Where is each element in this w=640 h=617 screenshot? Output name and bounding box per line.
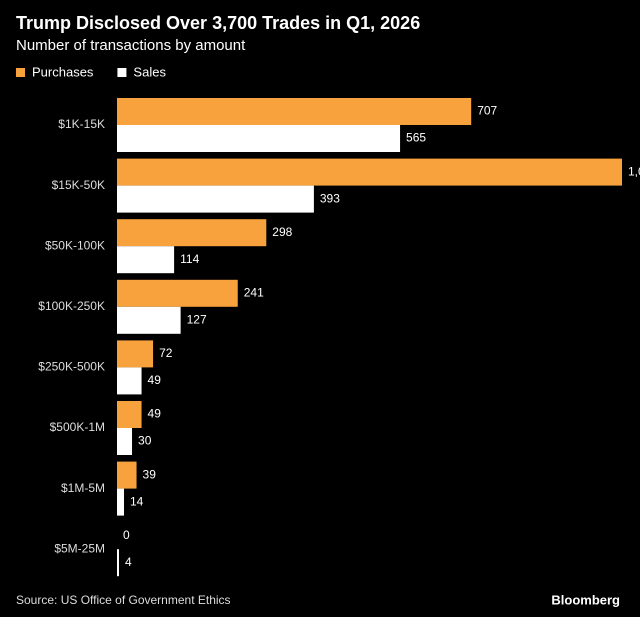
value-label: 298 [272,225,292,239]
bar [117,98,472,125]
value-label: 114 [180,252,199,266]
bar [117,428,133,455]
value-label: 72 [159,346,173,360]
source: Source: US Office of Government Ethics [16,593,231,607]
value-label: 39 [143,467,157,481]
bar [117,219,267,247]
value-label: 241 [244,285,264,299]
bar [117,158,622,186]
bar [117,125,401,152]
value-label: 49 [148,373,162,387]
y-tick-label: $1M-5M [61,481,105,495]
y-tick-label: $50K-100K [45,238,105,252]
value-label: 4 [125,555,132,569]
bar [117,401,142,428]
y-tick-label: $5M-25M [54,541,105,555]
legend-swatch [16,68,25,77]
value-label: 49 [148,407,162,421]
value-label: 1,008 [628,164,640,178]
y-tick-label: $100K-250K [38,299,105,313]
value-label: 30 [138,434,152,448]
bar [117,246,175,274]
value-label: 0 [123,528,130,542]
bar [117,185,314,213]
legend-swatch [117,68,127,77]
value-label: 14 [130,494,144,508]
bar [117,461,137,489]
bar [117,340,154,368]
legend-label: Sales [133,64,166,79]
legend-label: Purchases [32,64,94,79]
value-label: 707 [477,104,497,118]
y-tick-label: $1K-15K [58,117,105,131]
y-tick-label: $500K-1M [50,420,105,434]
chart-subtitle: Number of transactions by amount [16,37,246,54]
y-tick-label: $250K-500K [38,360,105,374]
bar [117,549,120,577]
value-label: 127 [187,312,207,326]
chart-title: Trump Disclosed Over 3,700 Trades in Q1,… [16,13,420,33]
bar [117,488,125,516]
credit: Bloomberg [551,592,620,607]
value-label: 565 [406,131,426,145]
bar [117,279,238,307]
bar [117,306,181,334]
y-tick-label: $15K-50K [52,178,105,192]
value-label: 393 [320,191,340,205]
bar [117,367,142,395]
